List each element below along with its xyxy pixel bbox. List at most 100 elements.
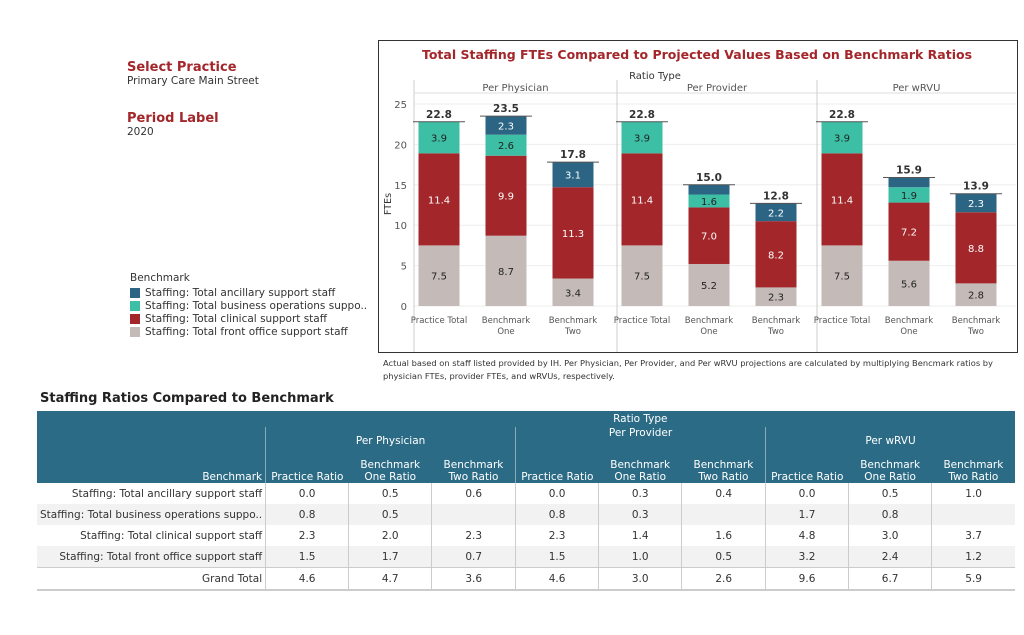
bar-segment-clinical[interactable] (418, 153, 460, 246)
legend-label: Staffing: Total clinical support staff (145, 312, 327, 325)
legend-item-front[interactable]: Staffing: Total front office support sta… (130, 325, 367, 338)
data-label: 3.9 (431, 134, 447, 145)
table-row: Staffing: Total ancillary support staff 0… (37, 483, 1015, 504)
total-label: 17.8 (560, 149, 586, 161)
table-cell: 2.0 (348, 525, 432, 546)
legend-item-clinical[interactable]: Staffing: Total clinical support staff (130, 312, 367, 325)
table-cell: 1.5 (515, 546, 599, 568)
bar-segment-clinical[interactable] (485, 155, 527, 236)
data-label: 2.2 (768, 208, 784, 219)
bar-segment-ancillary[interactable] (955, 193, 997, 213)
column-header[interactable]: Benchmark One Ratio (598, 455, 682, 483)
total-label: 13.9 (963, 181, 989, 193)
data-label: 2.3 (498, 121, 514, 132)
bar-segment-business[interactable] (821, 121, 863, 154)
bar-segment-front[interactable] (418, 245, 460, 306)
bar-segment-clinical[interactable] (888, 202, 930, 261)
table-cell: 2.3 (515, 525, 599, 546)
table-cell: 0.5 (348, 504, 432, 525)
column-header[interactable]: Benchmark Two Ratio (681, 455, 766, 483)
bar-segment-business[interactable] (621, 121, 663, 154)
data-label: 2.3 (768, 293, 784, 304)
bar-segment-clinical[interactable] (688, 207, 730, 264)
bar-segment-front[interactable] (755, 287, 797, 306)
table-cell: 3.6 (431, 567, 516, 591)
data-label: 7.2 (901, 228, 917, 239)
bar-segment-clinical[interactable] (955, 212, 997, 284)
bar-segment-clinical[interactable] (552, 187, 594, 279)
column-header[interactable]: Benchmark One Ratio (348, 455, 432, 483)
bar-segment-business[interactable] (418, 121, 460, 154)
data-label: 11.4 (428, 195, 450, 206)
column-header[interactable]: Benchmark One Ratio (848, 455, 932, 483)
bar-segment-business[interactable] (888, 187, 930, 203)
x-tick-label: Practice Total (411, 316, 468, 326)
chart-title: Total Staffing FTEs Compared to Projecte… (422, 47, 972, 62)
table-cell: 6.7 (848, 567, 932, 591)
legend-swatch (130, 287, 140, 298)
table-row: Grand Total 4.6 4.7 3.6 4.6 3.0 2.6 9.6 6.7 5.9 (37, 567, 1015, 591)
panel-header: Ratio Type (629, 71, 681, 82)
bar-segment-business[interactable] (485, 134, 527, 156)
bar-segment-clinical[interactable] (621, 153, 663, 246)
legend-swatch (130, 326, 140, 337)
column-header[interactable]: Benchmark Two Ratio (931, 455, 1015, 483)
chart-note: Actual based on staff listed provided by… (383, 358, 993, 381)
bar-segment-front[interactable] (552, 278, 594, 306)
column-header[interactable]: Practice Ratio (515, 455, 599, 483)
column-header[interactable]: Benchmark Two Ratio (431, 455, 516, 483)
bar-segment-front[interactable] (955, 283, 997, 306)
practice-filter-value[interactable]: Primary Care Main Street (127, 75, 259, 87)
bar-segment-ancillary[interactable] (552, 162, 594, 188)
bar-segment-front[interactable] (485, 235, 527, 306)
legend-item-business[interactable]: Staffing: Total business operations supp… (130, 299, 367, 312)
bar-segment-ancillary[interactable] (485, 116, 527, 135)
column-header[interactable]: Practice Ratio (765, 455, 849, 483)
bar-segment-business[interactable] (688, 194, 730, 208)
x-tick-label: Practice Total (814, 316, 871, 326)
legend: Benchmark Staffing: Total ancillary supp… (130, 272, 367, 338)
legend-item-ancillary[interactable]: Staffing: Total ancillary support staff (130, 286, 367, 299)
x-tick-label: Practice Total (614, 316, 671, 326)
legend-swatch (130, 300, 140, 311)
row-label: Staffing: Total clinical support staff (80, 529, 263, 542)
table-cell: 1.6 (681, 525, 766, 546)
table-cell: 1.0 (931, 483, 1015, 504)
table-cell: 2.3 (265, 525, 349, 546)
total-label: 15.0 (696, 172, 722, 184)
table-cell: 2.3 (431, 525, 516, 546)
table-cell: 3.7 (931, 525, 1015, 546)
bar-segment-clinical[interactable] (755, 221, 797, 288)
bar-segment-clinical[interactable] (821, 153, 863, 246)
bar-segment-front[interactable] (888, 260, 930, 306)
period-filter-label: Period Label (127, 111, 219, 126)
stacked-bar-chart: Total Staffing FTEs Compared to Projecte… (383, 47, 1016, 352)
table-cell: 1.2 (931, 546, 1015, 568)
x-tick-label: Benchmark Two (549, 316, 597, 337)
x-tick-label: Benchmark Two (952, 316, 1000, 337)
row-label: Staffing: Total front office support sta… (37, 546, 266, 568)
group-header: Per wRVU (765, 427, 1015, 455)
bar-segment-front[interactable] (688, 263, 730, 306)
y-axis-label: FTEs (383, 193, 394, 215)
column-header[interactable]: Practice Ratio (265, 455, 349, 483)
table-cell: 0.5 (848, 483, 932, 504)
table-cell: 4.6 (515, 567, 599, 591)
legend-label: Staffing: Total business operations supp… (145, 299, 368, 312)
bar-segment-front[interactable] (821, 245, 863, 306)
period-filter-value[interactable]: 2020 (127, 126, 154, 138)
total-label: 15.9 (896, 165, 922, 177)
ratio-type-header: Ratio Type (265, 411, 1015, 427)
data-label: 1.9 (901, 191, 917, 202)
total-label: 12.8 (763, 190, 789, 202)
group-header: Per Provider (515, 427, 766, 441)
data-label: 11.4 (631, 195, 653, 206)
bar-segment-ancillary[interactable] (755, 203, 797, 222)
data-label: 2.6 (498, 141, 514, 152)
data-label: 7.0 (701, 232, 717, 243)
y-tick-label: 25 (394, 100, 407, 111)
bar-segment-ancillary[interactable] (888, 177, 930, 188)
x-tick-label: Benchmark One (685, 316, 733, 337)
bar-segment-front[interactable] (621, 245, 663, 306)
bar-segment-ancillary[interactable] (688, 184, 730, 195)
